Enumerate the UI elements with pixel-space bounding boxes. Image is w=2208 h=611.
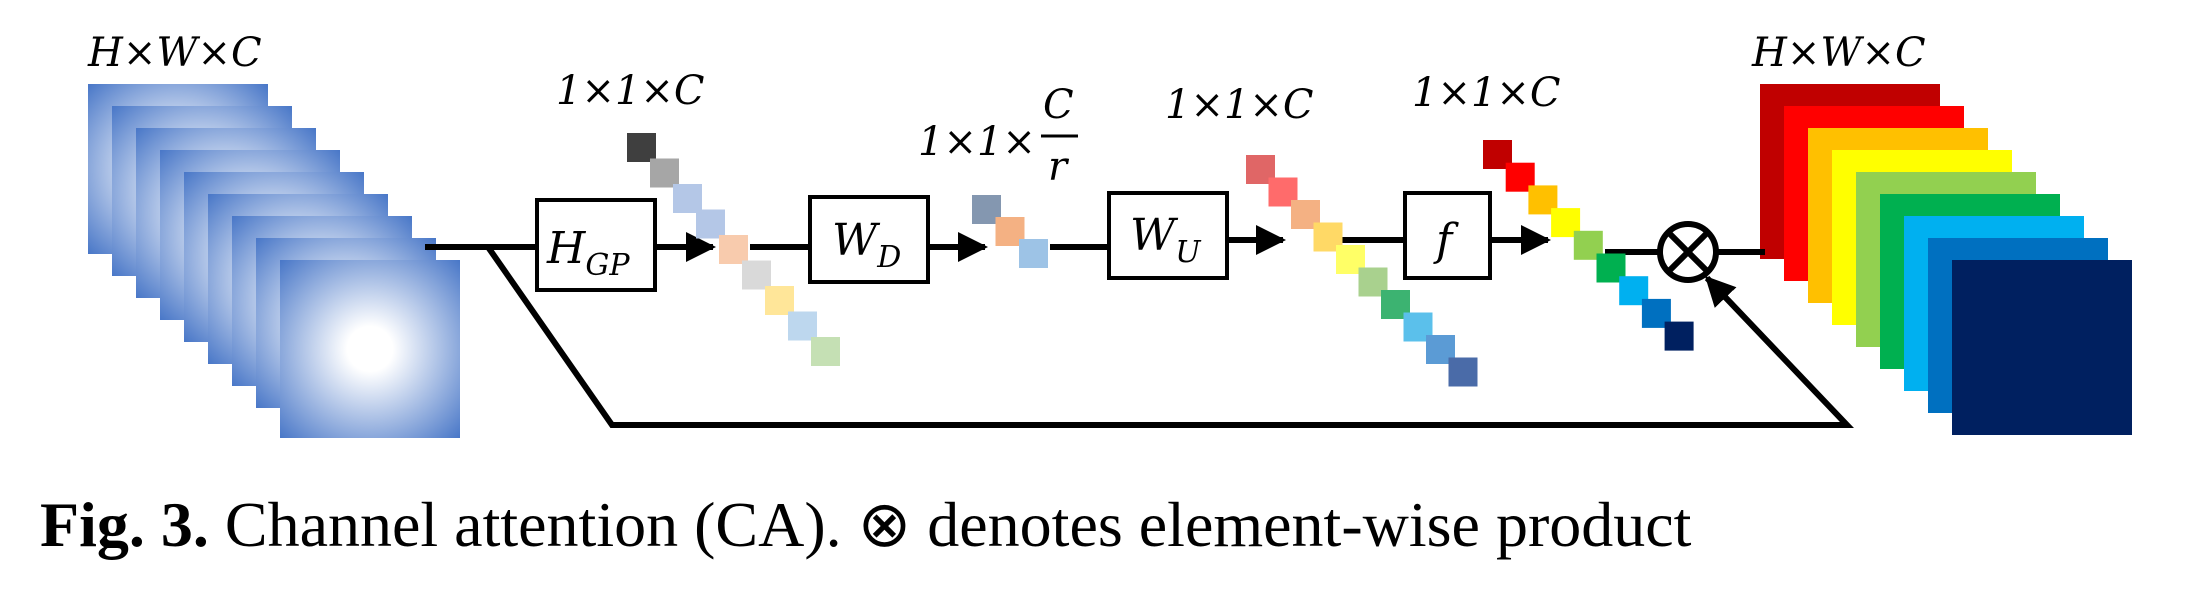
- gp-label: H: [546, 223, 587, 274]
- channel-square: [696, 209, 725, 239]
- global-pooling-block: [535, 198, 657, 292]
- input-feature-maps: [88, 84, 460, 438]
- reduced-channel-vector: [972, 195, 1048, 268]
- channel-square: [1448, 357, 1478, 387]
- up-subscript: U: [1175, 235, 1202, 270]
- figure-caption: Fig. 3. Channel attention (CA). ⊗ denote…: [40, 488, 2190, 588]
- skip-connection: [485, 245, 1854, 428]
- input-dim-label: H×W×C: [87, 30, 262, 76]
- caption-text: Channel attention (CA). ⊗ denotes elemen…: [208, 489, 1692, 560]
- attention-weights-vector: [1483, 140, 1694, 351]
- reduced-dim-prefix: 1×1×: [918, 119, 1036, 165]
- channel-square: [719, 235, 748, 264]
- reduced-dim-denominator: r: [1048, 144, 1070, 190]
- downscale-block: [808, 195, 930, 284]
- channel-square: [1019, 239, 1048, 268]
- channel-square: [811, 337, 840, 366]
- output-feature-map: [1952, 260, 2132, 435]
- channel-square: [1664, 321, 1694, 351]
- activation-block: [1403, 191, 1492, 280]
- channel-square: [650, 158, 679, 188]
- channel-square: [627, 133, 656, 162]
- output-feature-maps: [1760, 84, 2132, 435]
- channel-square: [673, 184, 702, 213]
- gp-channel-vector: [627, 133, 840, 366]
- up-label: W: [1130, 210, 1179, 261]
- down-subscript: D: [876, 240, 901, 275]
- svg-text:HGP: HGP: [546, 223, 630, 283]
- output-dim-label: H×W×C: [1751, 30, 1926, 76]
- svg-text:WU: WU: [1130, 210, 1202, 270]
- caption-label: Fig. 3.: [40, 489, 209, 560]
- up-dim-label: 1×1×C: [1165, 82, 1314, 128]
- channel-square: [742, 260, 771, 290]
- gp-subscript: GP: [585, 248, 630, 283]
- f-dim-label: 1×1×C: [1412, 70, 1561, 116]
- gp-dim-label: 1×1×C: [556, 68, 705, 114]
- channel-square: [765, 286, 794, 315]
- reduced-dim-numerator: C: [1043, 82, 1074, 128]
- channel-square: [788, 311, 817, 341]
- svg-text:WD: WD: [832, 215, 901, 275]
- input-feature-map: [280, 260, 460, 438]
- upscaled-channel-vector: [1246, 155, 1478, 387]
- down-label: W: [832, 215, 881, 266]
- upscale-block: [1107, 191, 1229, 280]
- channel-attention-diagram: HGP WD WU f H×W×C H×W×C 1×1×C 1×1× C r 1…: [87, 30, 2132, 438]
- product-cross-b: [1665, 229, 1711, 275]
